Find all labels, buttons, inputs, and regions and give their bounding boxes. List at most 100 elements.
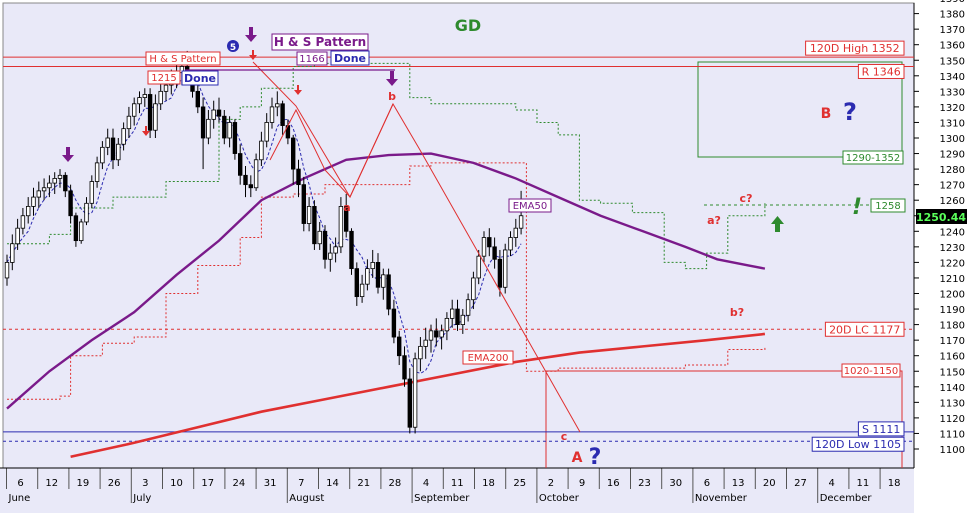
x-tick-label: 9 xyxy=(579,478,585,489)
candle xyxy=(68,184,73,224)
level-label: 20D LC 1177 xyxy=(824,321,905,337)
y-tick-label: 1170 xyxy=(940,336,965,347)
candle xyxy=(497,249,503,297)
purple-arrow-1 xyxy=(62,147,74,162)
y-tick-label: 1260 xyxy=(940,196,965,207)
question-B: ? xyxy=(843,98,857,126)
x-tick-label: 3 xyxy=(142,478,148,489)
candle xyxy=(259,131,264,166)
candle xyxy=(359,274,365,303)
svg-text:1250.44: 1250.44 xyxy=(916,211,966,224)
candle xyxy=(52,172,57,194)
candle xyxy=(126,106,132,138)
x-tick-label: 6 xyxy=(17,478,23,489)
level-label-text: R 1346 xyxy=(862,65,901,78)
wave-5-circle xyxy=(227,40,239,52)
annotations: GD 5 a b c a? b? c? A ? B ? ! xyxy=(62,16,862,470)
x-tick-label: 16 xyxy=(607,478,620,489)
level-label: 120D High 1352 xyxy=(805,40,905,56)
corner-area xyxy=(914,468,967,513)
candle xyxy=(375,253,381,294)
candle xyxy=(57,169,63,188)
candle xyxy=(147,88,153,138)
candle xyxy=(444,312,450,341)
candle xyxy=(137,91,142,114)
y-tick-label: 1360 xyxy=(940,41,965,52)
x-tick-label: 17 xyxy=(201,478,214,489)
x-tick-label: 6 xyxy=(704,478,710,489)
candle xyxy=(322,225,328,269)
candle xyxy=(508,231,513,257)
candle xyxy=(402,346,407,387)
y-tick-label: 1370 xyxy=(940,25,965,36)
plot-area xyxy=(2,2,915,469)
candle xyxy=(227,116,232,148)
candle xyxy=(243,165,248,198)
x-tick-label: 21 xyxy=(357,478,370,489)
x-tick-label: 31 xyxy=(264,478,277,489)
candle xyxy=(248,175,253,198)
x-tick-label: 4 xyxy=(829,478,835,489)
wave-label-b: b xyxy=(388,90,396,103)
x-tick-label: 27 xyxy=(794,478,807,489)
candle xyxy=(36,181,41,208)
x-tick-label: 10 xyxy=(170,478,183,489)
level-label-text: 20D LC 1177 xyxy=(829,323,900,336)
candle xyxy=(131,97,137,126)
x-tick-label: 24 xyxy=(233,478,246,489)
label-1166: 1166 xyxy=(296,51,328,66)
y-tick-label: 1350 xyxy=(940,56,965,67)
purple-arrows xyxy=(62,27,398,162)
x-tick-label: 26 xyxy=(108,478,121,489)
y-tick-label: 1310 xyxy=(940,118,965,129)
candle xyxy=(481,231,487,263)
exclaim-mark: ! xyxy=(852,195,862,220)
y-tick-label: 1100 xyxy=(940,445,965,456)
candle xyxy=(471,271,476,310)
x-tick-label: 30 xyxy=(669,478,682,489)
y-tick-label: 1110 xyxy=(940,429,965,440)
x-tick-label: 28 xyxy=(389,478,402,489)
purple-arrow-2 xyxy=(245,27,257,42)
candle xyxy=(153,94,158,138)
candle xyxy=(487,228,492,257)
level-label-text: 120D Low 1105 xyxy=(815,438,901,451)
wave-label-c: c xyxy=(561,430,568,443)
candle xyxy=(158,82,163,111)
month-label: July xyxy=(132,493,151,504)
svg-text:1020-1150: 1020-1150 xyxy=(844,366,899,377)
svg-text:1258: 1258 xyxy=(875,201,900,212)
svg-text:1166: 1166 xyxy=(299,54,324,65)
candle xyxy=(100,141,105,170)
candle xyxy=(391,299,397,344)
svg-text:Done: Done xyxy=(334,52,366,65)
red-arrow-2 xyxy=(249,50,257,60)
candle xyxy=(460,309,465,334)
candle xyxy=(354,262,359,306)
wave-label-b-q: b? xyxy=(730,306,744,319)
candle xyxy=(418,337,423,372)
red-arrow-1 xyxy=(142,126,150,136)
y-axis-area xyxy=(914,3,967,468)
y-tick-label: 1270 xyxy=(940,181,965,192)
candle xyxy=(269,97,275,129)
ema50-line xyxy=(6,152,766,410)
level-label-text: 120D High 1352 xyxy=(810,42,900,55)
candle xyxy=(79,218,84,244)
candle xyxy=(328,243,333,272)
level-label: R 1346 xyxy=(857,63,905,79)
label-ema50: EMA50 xyxy=(508,198,552,213)
candle xyxy=(396,330,402,366)
y-tick-label: 1150 xyxy=(940,367,965,378)
x-tick-label: 4 xyxy=(423,478,429,489)
level-label: 120D Low 1105 xyxy=(811,436,905,452)
candle xyxy=(105,128,110,156)
y-tick-label: 1200 xyxy=(940,290,965,301)
candle xyxy=(121,122,126,151)
candle xyxy=(211,100,216,129)
candle xyxy=(407,368,412,434)
y-tick-label: 1230 xyxy=(940,243,965,254)
svg-text:1215: 1215 xyxy=(151,73,176,84)
label-hs-pattern-red: H & S Pattern xyxy=(145,51,221,66)
wave-label-c-q: c? xyxy=(740,192,753,205)
